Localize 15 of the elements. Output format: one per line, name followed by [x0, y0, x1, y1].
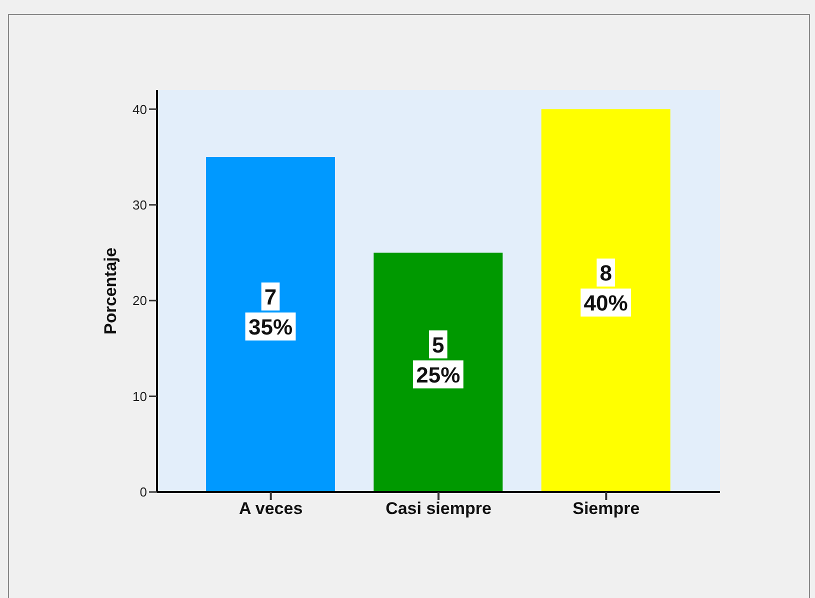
- y-axis-title: Porcentaje: [101, 248, 120, 334]
- bar: [206, 157, 335, 492]
- bar: [541, 109, 670, 492]
- y-tick-label: 40: [132, 102, 147, 117]
- x-tick-label: Casi siempre: [386, 499, 492, 518]
- data-label: 8 40%: [584, 260, 628, 316]
- y-tick-label: 10: [132, 388, 147, 404]
- y-tick-label: 0: [140, 484, 147, 500]
- bar: [374, 252, 503, 492]
- data-label: 7 35%: [248, 284, 293, 340]
- data-label: 5 25%: [416, 332, 460, 388]
- x-tick-label: Siempre: [572, 499, 640, 518]
- x-tick-label: A veces: [239, 499, 303, 518]
- y-tick-label: 20: [132, 293, 147, 308]
- y-tick-label: 30: [132, 197, 147, 212]
